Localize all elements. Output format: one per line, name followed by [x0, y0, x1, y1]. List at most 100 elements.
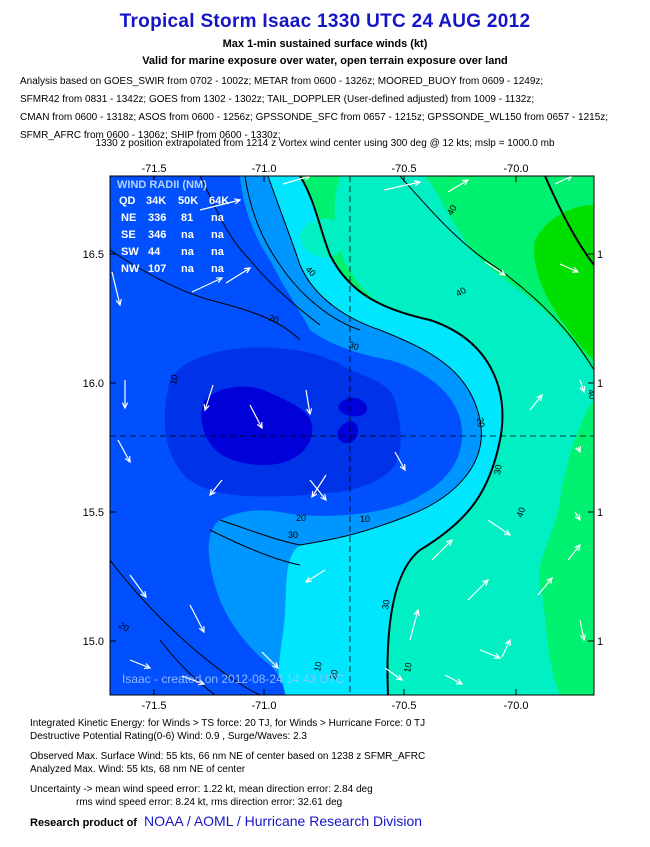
- map-title: Tropical Storm Isaac 1330 UTC 24 AUG 201…: [119, 11, 531, 32]
- wind-radii-value: 107: [148, 263, 166, 275]
- contour-10-south: [159, 639, 216, 695]
- observed-max-wind: Observed Max. Surface Wind: 55 kts, 66 n…: [30, 751, 426, 762]
- wind-vector: [529, 393, 543, 411]
- wind-vector: [484, 261, 507, 276]
- contour-label: 20: [296, 513, 306, 523]
- wind-vector: [209, 479, 223, 497]
- analysis-line: CMAN from 0600 - 1318z; ASOS from 0600 -…: [20, 112, 609, 123]
- wind-vector: [383, 180, 422, 191]
- contour-label: 10: [168, 374, 180, 386]
- research-org-link[interactable]: NOAA / AOML / Hurricane Research Divisio…: [144, 813, 423, 829]
- plot-frame: [109, 175, 595, 696]
- wind-vector: [191, 277, 224, 293]
- wind-vector: [304, 569, 326, 583]
- wind-vector: [129, 659, 152, 670]
- wind-vector: [409, 608, 420, 641]
- x-tick-label-bottom: -71.5: [141, 700, 166, 712]
- wind-vector: [487, 519, 512, 536]
- contour-label: 20: [328, 669, 340, 681]
- wind-vector: [384, 667, 404, 681]
- wind-vector: [579, 619, 587, 642]
- y-tick-label: 16.5: [83, 249, 104, 261]
- wind-radii-value: na: [211, 229, 225, 241]
- wind-vector: [111, 271, 122, 307]
- wind-radii-header: 34K: [146, 195, 166, 207]
- wind-vector: [189, 604, 205, 634]
- wind-field: [110, 176, 594, 695]
- dpr-text: Destructive Potential Rating(0-6) Wind: …: [30, 731, 307, 742]
- analysis-line: SFMR_AFRC from 0600 - 1306z; SHIP from 0…: [20, 130, 281, 141]
- position-note: 1330 z position extrapolated from 1214 z…: [95, 138, 555, 149]
- wind-zone-calm: [201, 386, 368, 466]
- wind-vector: [225, 267, 252, 284]
- map-subtitle: Max 1-min sustained surface winds (kt): [222, 38, 428, 50]
- contour-label: 10: [312, 661, 324, 673]
- y-tick-label-right: 1: [597, 249, 603, 261]
- contour-10: [110, 249, 301, 341]
- wind-vector: [554, 176, 573, 185]
- wind-vector: [579, 379, 586, 394]
- contour-label: 20: [267, 312, 280, 325]
- wind-radii-quadrant: NW: [121, 263, 140, 275]
- wind-radii-quadrant: SE: [121, 229, 136, 241]
- wind-vector: [501, 638, 511, 658]
- contour-label: 20: [117, 620, 131, 634]
- wind-radii-value: na: [181, 229, 195, 241]
- wind-radii-quadrant: NE: [121, 212, 136, 224]
- analysis-sources: Analysis based on GOES_SWIR from 0702 - …: [20, 73, 640, 145]
- wind-vector: [121, 380, 129, 410]
- contour-20-south-inner: [209, 529, 301, 566]
- contour-label: 30: [492, 464, 504, 476]
- wind-vector: [199, 198, 242, 211]
- wind-vector: [309, 479, 327, 502]
- wind-vector: [129, 574, 147, 599]
- research-label: Research product of: [30, 817, 137, 829]
- contour-label: 40: [514, 506, 527, 519]
- contour-20-south: [110, 559, 261, 695]
- analysis-line: Analysis based on GOES_SWIR from 0702 - …: [20, 76, 544, 87]
- wind-radii-value: na: [181, 246, 195, 258]
- y-tick-label: 16.0: [83, 378, 104, 390]
- wind-radii-value: 81: [181, 212, 193, 224]
- wind-vector: [574, 511, 581, 522]
- wind-radii-value: 336: [148, 212, 166, 224]
- wind-vector: [537, 576, 553, 596]
- wind-radii-value: na: [211, 212, 225, 224]
- x-tick-label-bottom: -70.5: [391, 700, 416, 712]
- contour-label: 40: [586, 389, 598, 401]
- wind-vector: [394, 451, 406, 472]
- wind-radii-value: na: [181, 263, 195, 275]
- wind-radii-value: 346: [148, 229, 166, 241]
- contour-40: [399, 176, 594, 371]
- y-tick-label-right: 1: [597, 378, 603, 390]
- contour-label: 10: [402, 662, 414, 674]
- contour-label: 20: [475, 417, 487, 429]
- x-tick-label-top: -71.5: [141, 163, 166, 175]
- wind-vector: [311, 474, 327, 499]
- wind-vector: [447, 179, 470, 193]
- axis-labels: -71.5 -71.0 -70.5 -70.0 -71.5 -71.0 -70.…: [83, 163, 604, 712]
- wind-vector: [559, 263, 580, 273]
- wind-vector: [479, 649, 502, 660]
- wind-vector: [305, 389, 313, 416]
- x-tick-label-top: -70.5: [391, 163, 416, 175]
- contour-label: 40: [454, 285, 468, 299]
- wind-radii-value: na: [211, 246, 225, 258]
- ike-text: Integrated Kinetic Energy: for Winds > T…: [30, 718, 426, 729]
- contour-34kt: [299, 176, 504, 695]
- wind-vector: [431, 539, 453, 561]
- contour-label: 30: [380, 599, 392, 611]
- wind-radii-header: 50K: [178, 195, 198, 207]
- contour-30-south: [219, 519, 301, 546]
- wind-vector: [567, 543, 581, 561]
- wind-vector: [467, 579, 489, 601]
- uncertainty-mean: Uncertainty -> mean wind speed error: 1.…: [30, 784, 373, 795]
- contour-34kt-east: [544, 176, 594, 266]
- wind-vector: [203, 384, 214, 412]
- x-tick-label-bottom: -70.0: [503, 700, 528, 712]
- y-tick-label-right: 1: [597, 507, 603, 519]
- contour-20-west: [199, 176, 321, 326]
- wind-radii-header: 64K: [209, 195, 229, 207]
- contour-labels: 10 10 20 20 20 20 30 30 30 30 40 40 40 4…: [117, 203, 598, 681]
